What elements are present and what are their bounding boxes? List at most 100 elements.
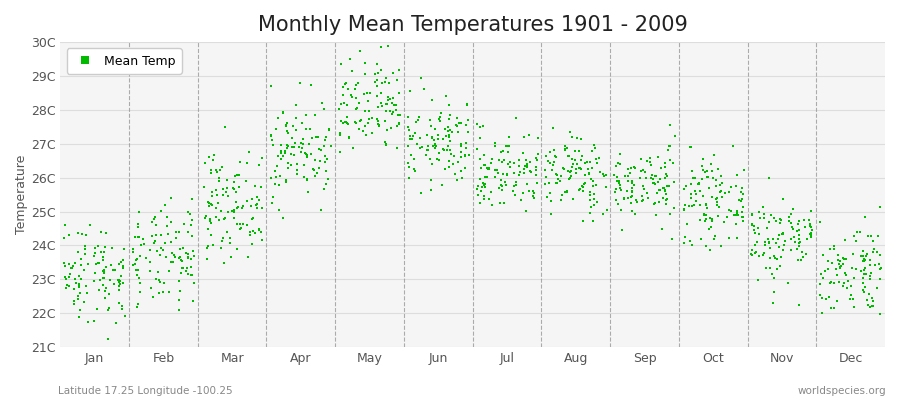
Point <box>500 172 514 179</box>
Point <box>566 161 580 168</box>
Point <box>863 273 878 279</box>
Point <box>634 156 648 162</box>
Point <box>264 175 278 182</box>
Point <box>307 167 321 174</box>
Point <box>476 180 491 186</box>
Point <box>744 251 759 257</box>
Point <box>271 182 285 188</box>
Point <box>96 269 111 276</box>
Point <box>802 217 816 223</box>
Point <box>202 200 217 206</box>
Point <box>752 209 767 216</box>
Point <box>573 165 588 171</box>
Point <box>804 234 818 240</box>
Point <box>698 218 712 224</box>
Point <box>220 229 234 235</box>
Point <box>71 292 86 299</box>
Point <box>584 204 598 210</box>
Point <box>126 262 140 268</box>
Point <box>400 160 415 166</box>
Point <box>711 213 725 219</box>
Point <box>732 197 746 204</box>
Point <box>872 204 886 210</box>
Point <box>857 289 871 295</box>
Point <box>378 117 392 124</box>
Point <box>209 214 223 220</box>
Point <box>856 253 870 259</box>
Point <box>756 252 770 258</box>
Point <box>684 191 698 198</box>
Point <box>657 185 671 192</box>
Point <box>434 110 448 117</box>
Point <box>286 151 301 158</box>
Point <box>130 304 144 310</box>
Point <box>402 127 417 133</box>
Point <box>362 108 376 114</box>
Point <box>832 278 846 285</box>
Point <box>319 168 333 174</box>
Point <box>278 150 293 156</box>
Point <box>438 92 453 99</box>
Point <box>595 211 609 217</box>
Point <box>417 86 431 92</box>
Point <box>806 227 820 233</box>
Point <box>104 244 119 251</box>
Point <box>503 159 517 166</box>
Point <box>827 243 842 250</box>
Point <box>57 260 71 266</box>
Point <box>653 164 668 171</box>
Point <box>856 280 870 286</box>
Point <box>659 191 673 198</box>
Point <box>348 86 363 92</box>
Point <box>643 155 657 161</box>
Point <box>558 188 572 195</box>
Point <box>339 102 354 108</box>
Point <box>454 153 468 160</box>
Point <box>104 261 118 268</box>
Point <box>445 129 459 136</box>
Point <box>201 198 215 205</box>
Point <box>694 163 708 169</box>
Point <box>197 183 211 190</box>
Point <box>226 207 240 214</box>
Text: worldspecies.org: worldspecies.org <box>798 386 886 396</box>
Point <box>421 146 436 153</box>
Point <box>587 142 601 148</box>
Point <box>472 199 487 206</box>
Point <box>302 189 316 195</box>
Point <box>677 186 691 192</box>
Point <box>698 169 713 176</box>
Point <box>443 147 457 154</box>
Point <box>580 166 595 173</box>
Point <box>287 143 302 150</box>
Point <box>433 118 447 124</box>
Point <box>68 260 83 266</box>
Point <box>651 154 665 160</box>
Point <box>209 167 223 173</box>
Point <box>130 221 145 228</box>
Point <box>202 203 216 210</box>
Point <box>712 188 726 195</box>
Point <box>232 226 247 232</box>
Point <box>626 208 640 214</box>
Point <box>152 278 166 285</box>
Point <box>780 280 795 286</box>
Point <box>752 215 767 222</box>
Point <box>485 155 500 162</box>
Point <box>706 174 720 181</box>
Point <box>379 101 393 107</box>
Point <box>176 221 191 227</box>
Point <box>424 123 438 129</box>
Point <box>186 279 201 286</box>
Point <box>580 159 594 165</box>
Point <box>459 145 473 151</box>
Point <box>614 187 628 193</box>
Point <box>752 252 766 259</box>
Point <box>333 130 347 136</box>
Point <box>423 156 437 162</box>
Point <box>708 176 723 183</box>
Point <box>868 262 883 269</box>
Point <box>745 246 760 253</box>
Point <box>679 182 693 189</box>
Point <box>203 167 218 174</box>
